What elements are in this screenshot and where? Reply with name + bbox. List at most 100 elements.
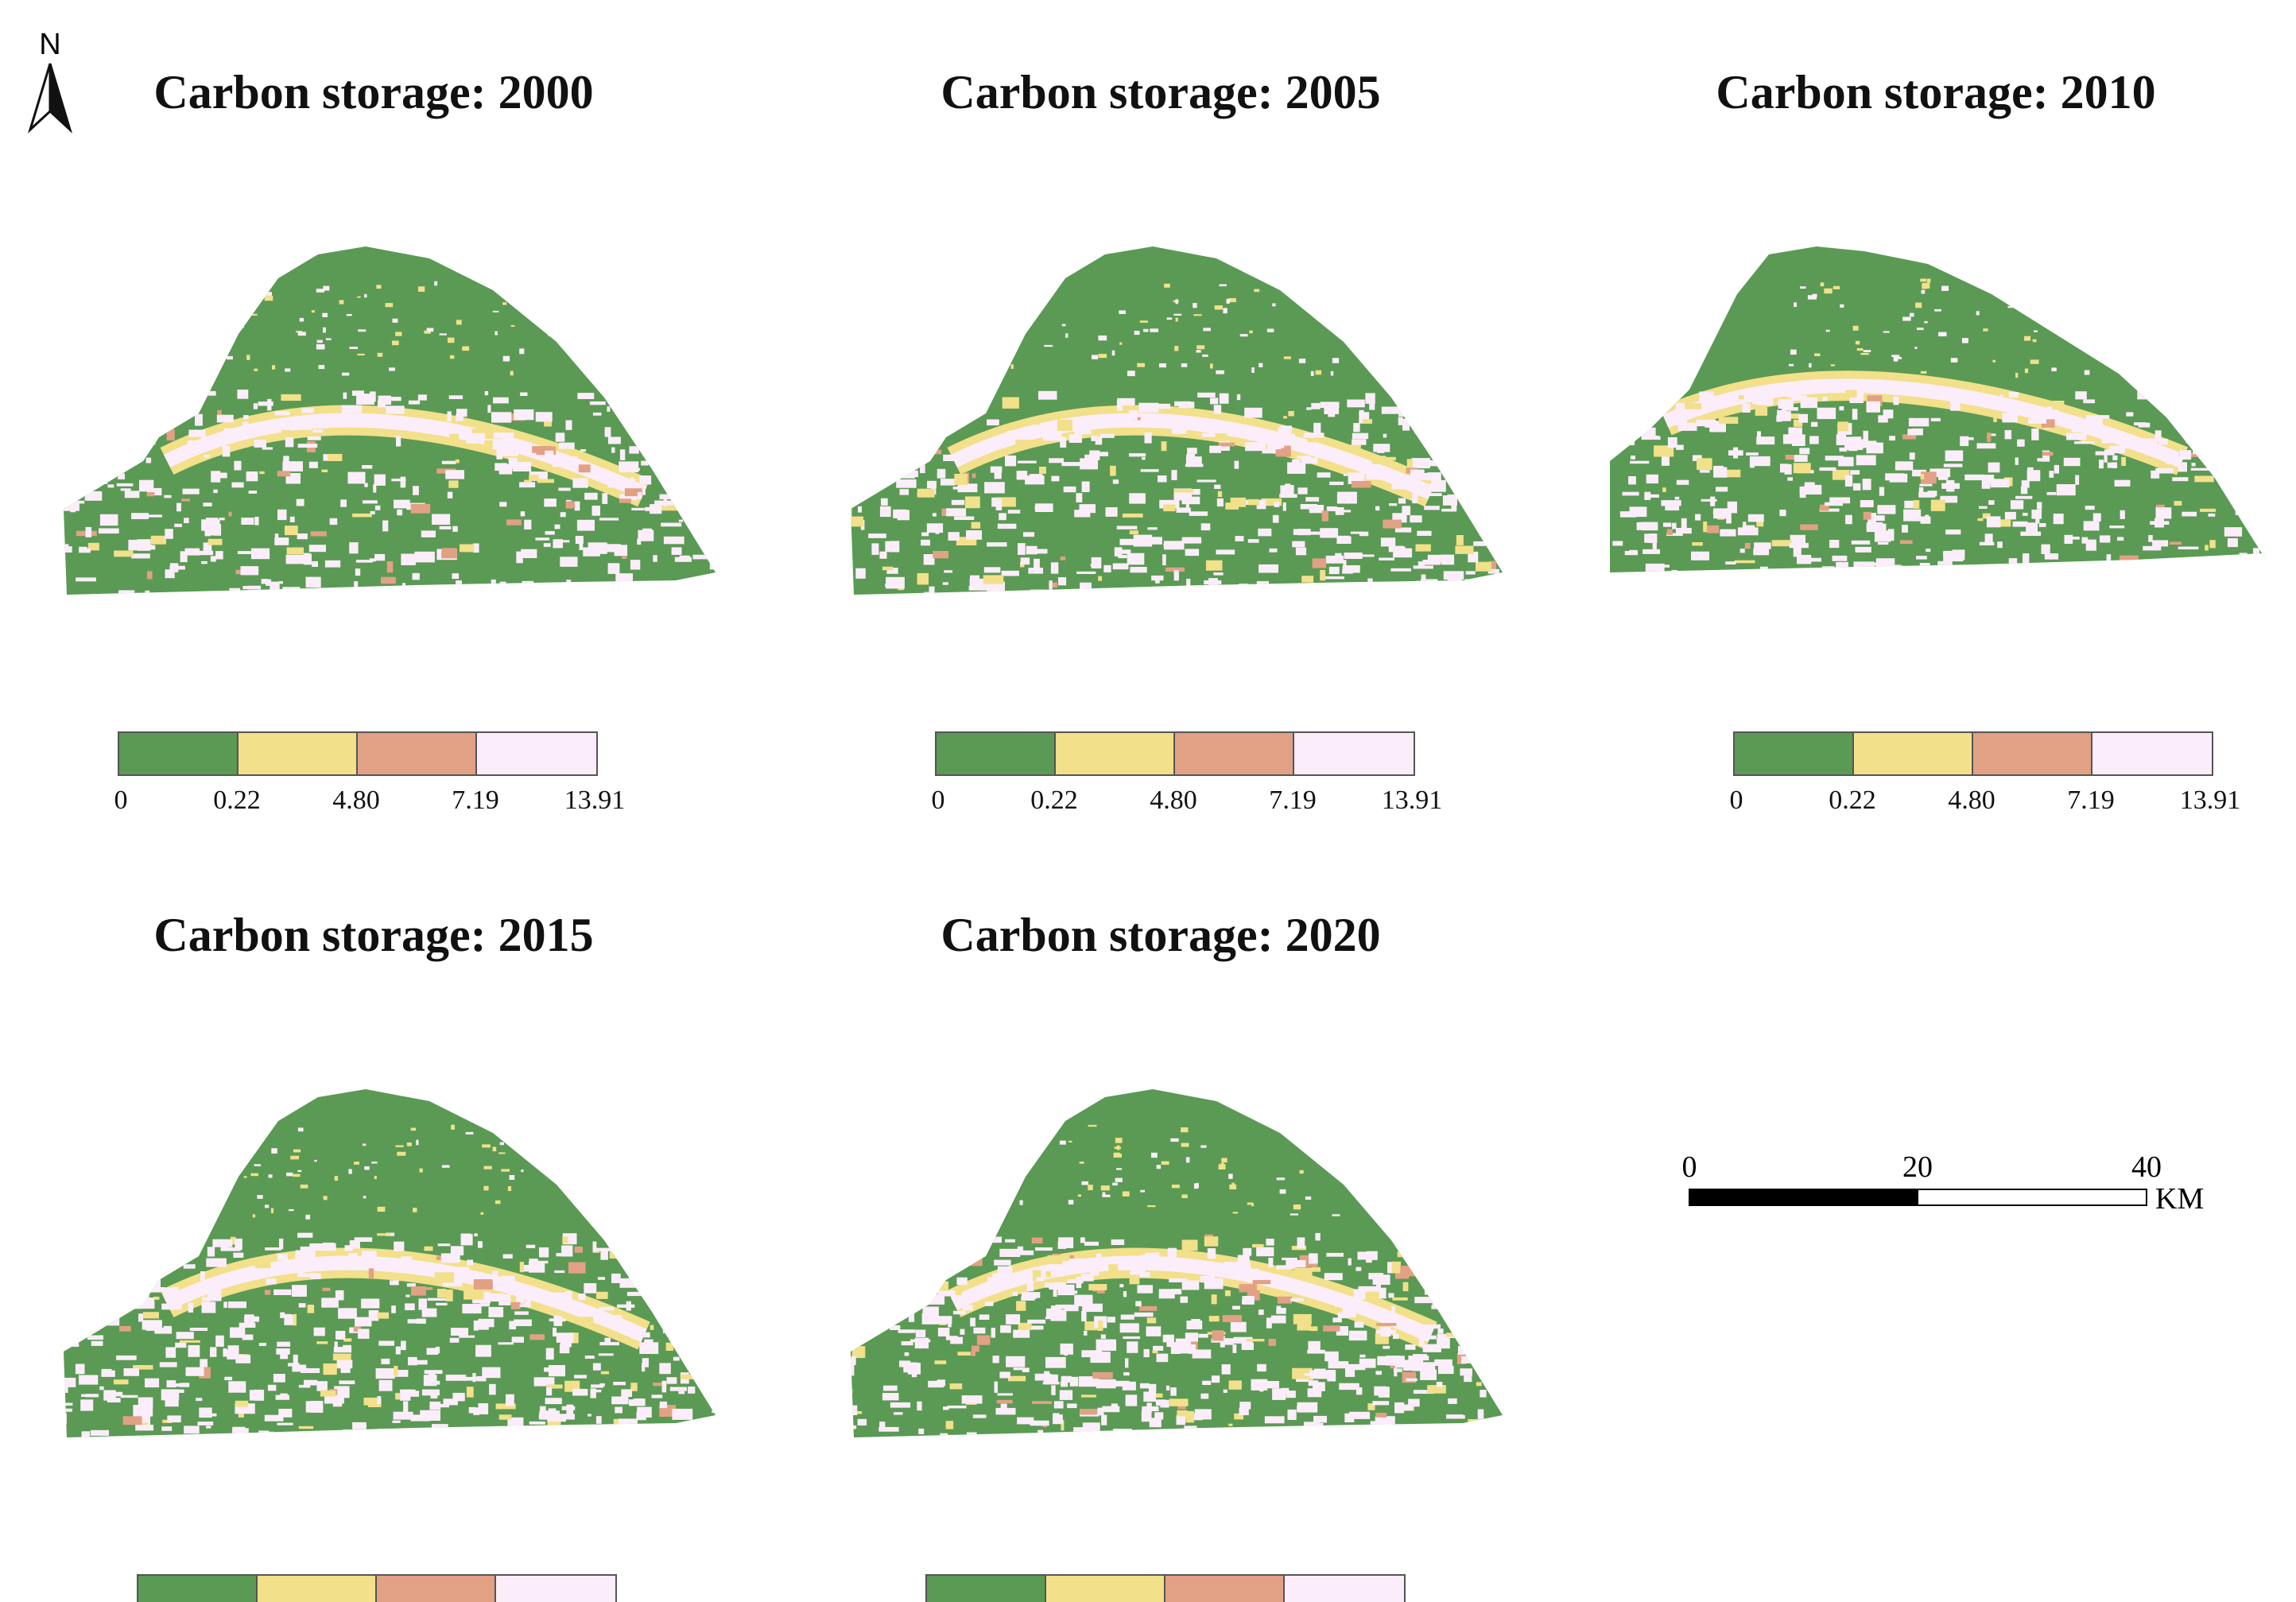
land-patch [1114,547,1123,557]
land-patch [1293,1204,1301,1210]
land-patch [543,543,551,547]
land-patch [120,488,131,491]
land-patch [704,1354,716,1360]
land-patch [1425,493,1442,496]
land-patch [165,529,173,539]
land-patch [1213,572,1224,576]
land-patch [888,1255,908,1260]
legend-swatch-1 [119,733,239,774]
land-patch [1061,1420,1065,1431]
land-patch [483,1185,489,1191]
land-patch [1500,491,1503,498]
land-patch [145,1287,165,1293]
land-patch [473,1407,479,1415]
land-patch [222,445,231,457]
land-patch [1210,398,1219,405]
legend-tick: 13.91 [2179,785,2241,815]
land-patch [1044,344,1053,347]
land-patch [76,1236,84,1243]
land-patch [898,1329,916,1333]
panel-title: Carbon storage: 2005 [941,66,1381,118]
land-patch [1036,1277,1045,1282]
land-patch [1691,551,1709,561]
land-patch [507,1186,512,1192]
land-patch [2081,537,2089,544]
land-patch [1480,1348,1499,1355]
land-patch [1305,586,1325,592]
land-patch [1039,467,1046,474]
land-patch [127,425,145,433]
land-patch [1026,1325,1044,1330]
land-patch [984,482,1005,494]
land-patch [2031,429,2039,440]
land-patch [1320,528,1339,538]
land-patch [91,1340,103,1346]
land-patch [1172,1289,1181,1292]
land-patch [851,483,867,490]
land-patch [456,414,463,421]
land-patch [1380,537,1396,547]
land-patch [851,1257,858,1268]
land-patch [1497,1306,1503,1317]
land-patch [1127,370,1135,377]
land-patch [538,1135,547,1138]
land-patch [997,1393,1013,1396]
land-patch [966,530,983,540]
land-patch [271,1148,277,1154]
land-patch [2158,438,2168,445]
land-patch [535,537,550,541]
legend-tick: 0.22 [213,785,261,815]
land-patch [1116,400,1123,411]
land-patch [1347,399,1365,408]
land-patch [855,568,866,579]
land-patch [1652,539,1657,549]
land-patch [348,1169,352,1174]
land-patch [1987,433,1992,442]
land-patch [1937,561,1953,568]
land-patch [1437,1365,1454,1375]
land-patch [450,355,455,359]
land-patch [1119,310,1126,314]
land-patch [896,479,917,488]
land-patch [99,1386,104,1391]
land-patch [2206,576,2220,583]
land-patch [1201,433,1219,437]
land-patch [1305,497,1320,502]
land-patch [1343,560,1347,569]
land-patch [1395,481,1414,489]
land-patch [87,1335,103,1340]
land-patch [878,1259,898,1270]
land-patch [1910,312,1914,317]
land-patch [1084,1321,1099,1331]
land-patch [882,1385,898,1391]
land-patch [1645,563,1665,572]
legend-tick: 0.22 [1829,785,1876,815]
land-patch [1102,1192,1106,1196]
land-patch [845,458,851,469]
land-patch [681,452,700,461]
land-patch [280,1353,289,1360]
land-patch [669,1387,687,1391]
land-patch [621,1389,632,1397]
land-patch [310,1401,324,1413]
land-patch [1080,458,1098,470]
land-patch [611,1396,629,1405]
land-patch [167,1415,181,1423]
land-patch [858,1248,875,1258]
land-patch [165,569,175,579]
land-patch [335,1330,346,1340]
land-patch [196,1398,203,1402]
land-patch [196,444,212,448]
land-patch [264,1290,271,1295]
land-patch [1116,526,1138,529]
land-patch [961,1395,983,1404]
land-patch [1017,1250,1034,1255]
land-patch [917,572,929,585]
land-patch [941,1252,947,1264]
land-patch [1809,363,1812,368]
land-patch [2224,527,2243,537]
land-patch [983,567,1001,573]
land-patch [1050,562,1059,574]
land-patch [323,327,326,333]
land-patch [1408,1356,1429,1361]
